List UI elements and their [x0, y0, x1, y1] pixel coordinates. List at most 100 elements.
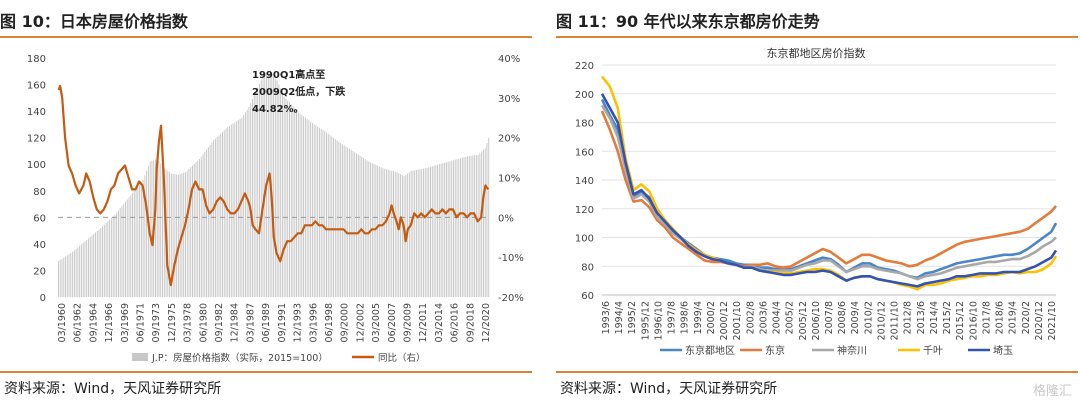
index-bar — [276, 80, 278, 297]
chart-title: 东京都地区房价指数 — [767, 46, 866, 60]
x-tick-label: 2000/12 — [719, 301, 730, 340]
x-tick-label: 1996/10 — [654, 301, 665, 340]
index-bar — [396, 172, 398, 297]
legend-label: 神奈川 — [837, 344, 867, 357]
x-tick-label: 2010/12 — [877, 301, 888, 340]
left-y-tick-label: 0 — [40, 293, 46, 304]
index-bar — [117, 210, 119, 297]
index-bar — [123, 203, 125, 297]
index-bar — [170, 173, 172, 297]
x-tick-label: 06/2016 — [450, 303, 461, 342]
x-tick-label: 2015/12 — [955, 301, 966, 340]
index-bar — [452, 160, 454, 297]
index-bar — [288, 102, 290, 297]
index-bar — [359, 155, 361, 297]
index-bar — [107, 221, 109, 297]
index-bar — [126, 199, 128, 297]
series-line — [600, 93, 1058, 288]
index-bar — [234, 122, 236, 298]
index-bar — [176, 174, 178, 297]
index-bar — [440, 163, 442, 297]
index-bar — [468, 156, 470, 297]
index-bar — [430, 166, 432, 297]
index-bar — [264, 75, 266, 297]
index-bar — [95, 232, 96, 297]
index-bar — [250, 103, 252, 297]
x-tick-label: 03/1960 — [57, 303, 68, 342]
index-bar — [246, 109, 248, 297]
x-tick-label: 2017/8 — [981, 301, 992, 334]
index-bar — [324, 131, 326, 297]
right-y-tick-label: 40% — [498, 54, 520, 65]
index-bar — [461, 157, 463, 297]
index-bar — [63, 257, 65, 297]
index-bar — [456, 159, 458, 297]
index-bar — [102, 226, 104, 297]
index-bar — [93, 233, 95, 297]
right-y-tick-label: 10% — [498, 174, 520, 185]
index-bar — [350, 149, 352, 297]
x-tick-label: 09/2000 — [340, 303, 351, 342]
x-tick-label: 12/2020 — [481, 303, 492, 342]
index-bar — [331, 136, 333, 297]
index-bar — [179, 174, 181, 297]
index-bar — [137, 186, 139, 297]
index-bar — [283, 96, 285, 297]
index-bar — [417, 169, 419, 297]
y-tick-label: 200 — [575, 90, 594, 101]
index-bar — [465, 156, 467, 297]
index-bar — [244, 112, 246, 297]
index-bar — [66, 255, 68, 297]
x-tick-label: 2014/4 — [929, 301, 940, 334]
left-bottom-rule — [0, 371, 532, 373]
x-tick-label: 2019/4 — [1008, 301, 1019, 334]
index-bar — [368, 161, 370, 297]
index-bar — [132, 193, 134, 297]
x-tick-label: 1993/6 — [601, 301, 612, 334]
y-tick-label: 160 — [575, 147, 594, 158]
index-bar — [59, 259, 61, 297]
x-tick-label: 1995/2 — [627, 301, 638, 334]
index-bar — [334, 138, 336, 297]
index-bar — [308, 120, 310, 297]
index-bar — [488, 137, 490, 297]
index-bar — [232, 123, 234, 297]
x-tick-label: 2004/4 — [772, 301, 783, 334]
x-tick-label: 2010/2 — [863, 301, 874, 334]
y-tick-label: 180 — [575, 119, 594, 130]
index-bar — [251, 99, 253, 297]
index-bar — [96, 230, 98, 297]
index-bar — [260, 80, 262, 297]
index-bar — [114, 214, 116, 297]
x-tick-label: 2009/4 — [850, 301, 861, 334]
index-bar — [426, 167, 428, 297]
left-y-tick-label: 140 — [27, 107, 46, 118]
index-bar — [423, 168, 424, 297]
legend-label: 千叶 — [923, 345, 943, 357]
index-bar — [327, 133, 329, 297]
index-bar — [401, 175, 403, 297]
index-bar — [345, 146, 347, 297]
index-bar — [86, 239, 88, 297]
index-bar — [195, 162, 197, 297]
index-bar — [116, 212, 118, 297]
index-bar — [377, 165, 379, 297]
index-bar — [79, 245, 81, 297]
index-bar — [287, 100, 289, 297]
index-bar — [274, 78, 276, 297]
index-bar — [299, 113, 301, 298]
index-bar — [449, 161, 451, 297]
x-tick-label: 2012/8 — [903, 301, 914, 334]
index-bar — [105, 222, 107, 297]
x-tick-label: 06/1971 — [136, 303, 147, 342]
index-bar — [202, 154, 204, 297]
index-bar — [366, 160, 368, 297]
index-bar — [199, 158, 201, 297]
index-bar — [373, 164, 375, 297]
index-bar — [451, 160, 453, 297]
index-bar — [225, 128, 227, 297]
x-tick-label: 12/1966 — [104, 303, 115, 342]
x-tick-label: 2021/10 — [1047, 301, 1058, 340]
x-tick-label: 03/2014 — [434, 303, 445, 342]
index-bar — [112, 216, 114, 297]
